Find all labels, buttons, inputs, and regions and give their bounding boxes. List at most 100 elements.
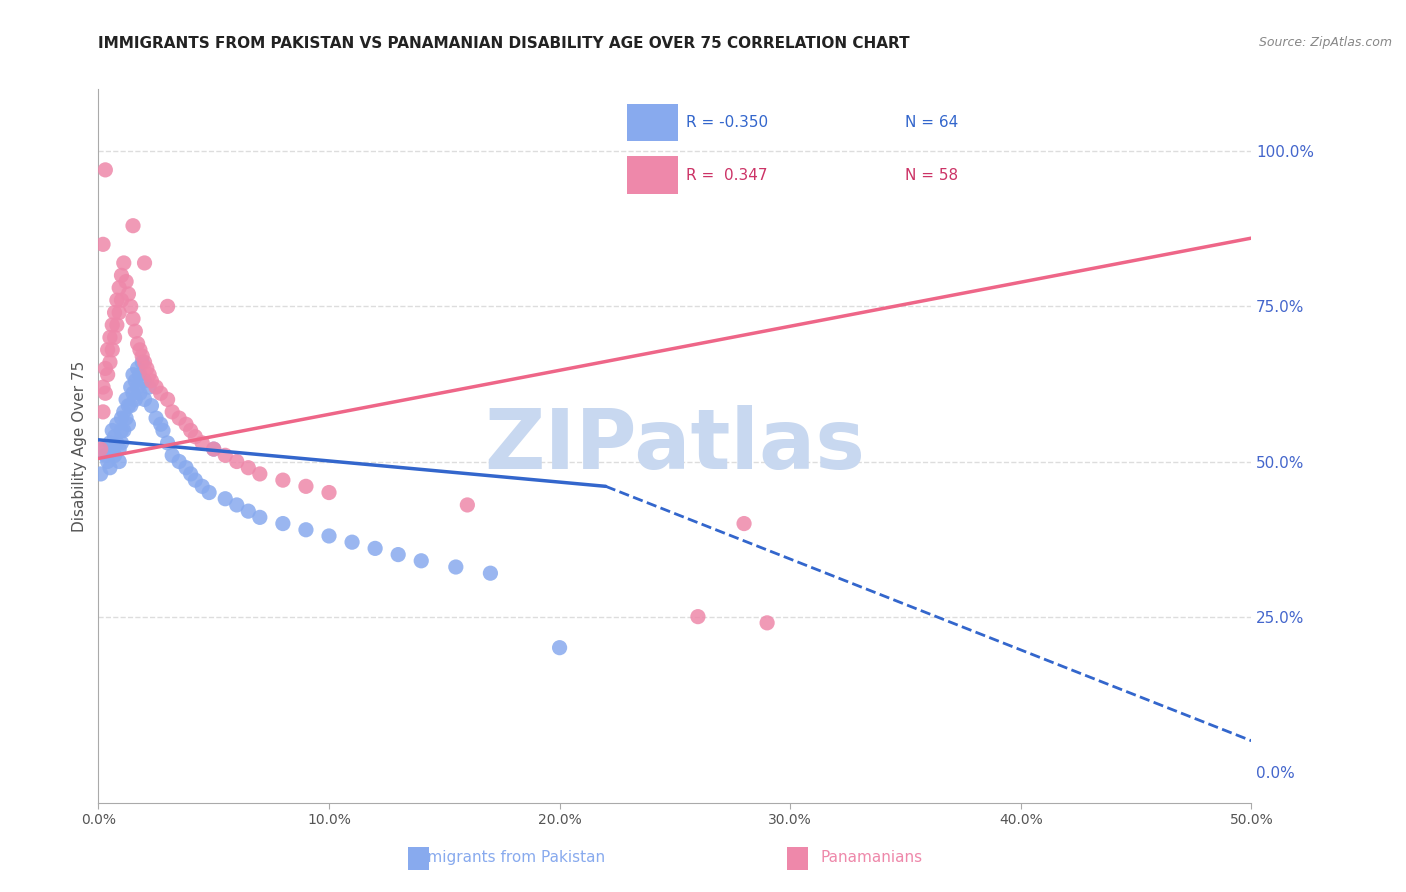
Panamanians: [122, 311, 145, 326]
Panamanians: [94, 361, 117, 376]
Immigrants from Pakistan: [108, 442, 131, 456]
FancyBboxPatch shape: [627, 104, 678, 141]
Panamanians: [271, 473, 294, 487]
Immigrants from Pakistan: [238, 504, 260, 518]
Immigrants from Pakistan: [149, 417, 172, 432]
Panamanians: [110, 293, 132, 308]
Panamanians: [174, 417, 197, 432]
Immigrants from Pakistan: [112, 424, 135, 438]
Panamanians: [456, 498, 478, 512]
Text: N = 58: N = 58: [905, 168, 959, 183]
Immigrants from Pakistan: [340, 535, 363, 549]
Panamanians: [98, 330, 121, 344]
Text: IMMIGRANTS FROM PAKISTAN VS PANAMANIAN DISABILITY AGE OVER 75 CORRELATION CHART: IMMIGRANTS FROM PAKISTAN VS PANAMANIAN D…: [98, 36, 910, 51]
Immigrants from Pakistan: [129, 368, 152, 382]
Immigrants from Pakistan: [318, 529, 340, 543]
Text: R =  0.347: R = 0.347: [686, 168, 768, 183]
Immigrants from Pakistan: [152, 424, 174, 438]
Panamanians: [105, 318, 128, 332]
Text: Source: ZipAtlas.com: Source: ZipAtlas.com: [1258, 36, 1392, 49]
Immigrants from Pakistan: [479, 566, 502, 581]
Immigrants from Pakistan: [214, 491, 236, 506]
Panamanians: [756, 615, 779, 630]
Immigrants from Pakistan: [91, 442, 114, 456]
Panamanians: [97, 343, 120, 357]
Immigrants from Pakistan: [101, 424, 124, 438]
Immigrants from Pakistan: [548, 640, 571, 655]
Panamanians: [90, 442, 112, 456]
Panamanians: [103, 330, 125, 344]
Immigrants from Pakistan: [131, 355, 153, 369]
Immigrants from Pakistan: [138, 380, 160, 394]
Immigrants from Pakistan: [127, 361, 149, 376]
Immigrants from Pakistan: [97, 454, 120, 468]
Immigrants from Pakistan: [115, 411, 138, 425]
Immigrants from Pakistan: [105, 417, 128, 432]
Panamanians: [160, 405, 183, 419]
Text: Immigrants from Pakistan: Immigrants from Pakistan: [408, 850, 605, 865]
Immigrants from Pakistan: [122, 386, 145, 401]
Immigrants from Pakistan: [191, 479, 214, 493]
Immigrants from Pakistan: [364, 541, 387, 556]
Immigrants from Pakistan: [94, 448, 117, 462]
Immigrants from Pakistan: [110, 424, 132, 438]
Text: ZIPatlas: ZIPatlas: [485, 406, 865, 486]
Panamanians: [318, 485, 340, 500]
Panamanians: [131, 349, 153, 363]
Immigrants from Pakistan: [180, 467, 202, 481]
Y-axis label: Disability Age Over 75: Disability Age Over 75: [72, 360, 87, 532]
Panamanians: [214, 448, 236, 462]
Panamanians: [103, 305, 125, 319]
Immigrants from Pakistan: [387, 548, 409, 562]
Panamanians: [94, 162, 117, 177]
Immigrants from Pakistan: [117, 417, 139, 432]
Immigrants from Pakistan: [117, 399, 139, 413]
Panamanians: [184, 430, 207, 444]
Immigrants from Pakistan: [127, 380, 149, 394]
Panamanians: [91, 405, 114, 419]
Panamanians: [101, 343, 124, 357]
Panamanians: [91, 237, 114, 252]
Panamanians: [101, 318, 124, 332]
Panamanians: [97, 368, 120, 382]
Panamanians: [91, 380, 114, 394]
Immigrants from Pakistan: [198, 485, 221, 500]
Immigrants from Pakistan: [115, 392, 138, 407]
Immigrants from Pakistan: [184, 473, 207, 487]
Panamanians: [108, 281, 131, 295]
Immigrants from Pakistan: [120, 380, 142, 394]
Panamanians: [117, 287, 139, 301]
Immigrants from Pakistan: [167, 454, 190, 468]
Immigrants from Pakistan: [124, 374, 146, 388]
Immigrants from Pakistan: [101, 442, 124, 456]
Immigrants from Pakistan: [105, 436, 128, 450]
Panamanians: [156, 299, 179, 313]
Panamanians: [149, 386, 172, 401]
Immigrants from Pakistan: [174, 460, 197, 475]
Immigrants from Pakistan: [108, 454, 131, 468]
Immigrants from Pakistan: [110, 436, 132, 450]
Panamanians: [191, 436, 214, 450]
Immigrants from Pakistan: [103, 448, 125, 462]
Panamanians: [122, 219, 145, 233]
Immigrants from Pakistan: [112, 405, 135, 419]
Immigrants from Pakistan: [444, 560, 467, 574]
Immigrants from Pakistan: [202, 442, 225, 456]
Text: R = -0.350: R = -0.350: [686, 115, 768, 130]
Panamanians: [115, 275, 138, 289]
Immigrants from Pakistan: [225, 498, 247, 512]
Panamanians: [141, 374, 163, 388]
Immigrants from Pakistan: [271, 516, 294, 531]
Immigrants from Pakistan: [129, 386, 152, 401]
Panamanians: [225, 454, 247, 468]
Immigrants from Pakistan: [134, 374, 156, 388]
Immigrants from Pakistan: [122, 368, 145, 382]
Immigrants from Pakistan: [98, 460, 121, 475]
Immigrants from Pakistan: [160, 448, 183, 462]
Panamanians: [129, 343, 152, 357]
Immigrants from Pakistan: [134, 392, 156, 407]
Panamanians: [138, 368, 160, 382]
Immigrants from Pakistan: [110, 411, 132, 425]
Panamanians: [249, 467, 271, 481]
Panamanians: [105, 293, 128, 308]
